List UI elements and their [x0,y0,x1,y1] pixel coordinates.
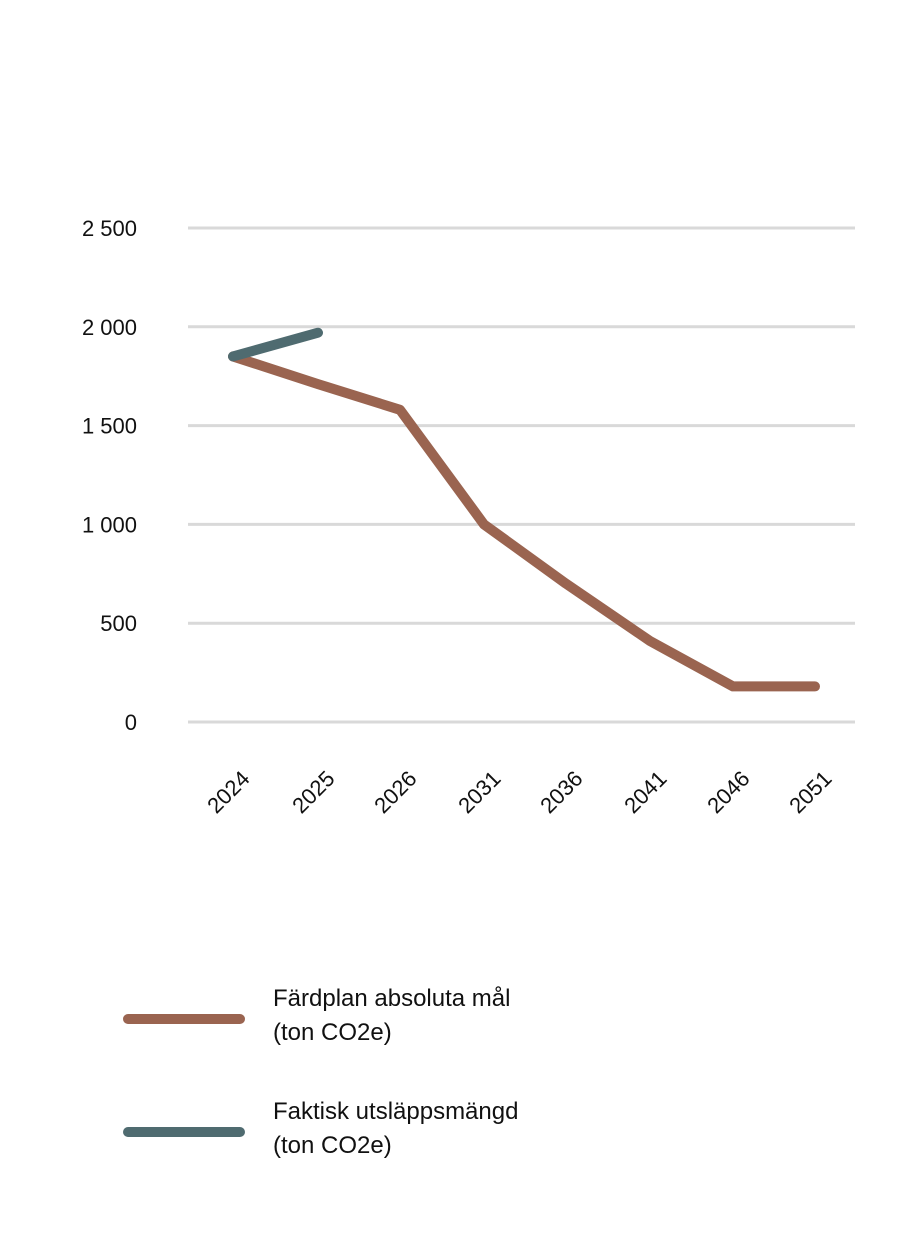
legend-name-actual: Faktisk utsläppsmängd [273,1098,519,1125]
x-axis-ticks: 2024 2025 2026 2031 2036 2041 2046 2051 [202,766,836,818]
x-tick-label-2024: 2024 [202,766,254,818]
line-chart: 0 500 1 000 1 500 2 000 2 500 2024 2025 2026 203… [82,216,855,818]
legend-label-actual: Faktisk utsläppsmängd (ton CO2e) [273,1095,773,1163]
y-axis-ticks: 0 500 1 000 1 500 2 000 2 500 [82,216,137,735]
legend-unit-target: (ton CO2e) [273,1019,392,1046]
y-tick-label-2000: 2 000 [82,315,137,340]
legend-unit-actual: (ton CO2e) [273,1132,392,1159]
x-tick-label-2031: 2031 [453,766,505,818]
legend-item-target: Färdplan absoluta mål (ton CO2e) [0,982,908,1072]
y-tick-label-500: 500 [100,611,137,636]
y-tick-label-1000: 1 000 [82,512,137,537]
series-line-0 [228,351,820,692]
x-tick-label-2041: 2041 [619,766,671,818]
legend-item-actual: Faktisk utsläppsmängd (ton CO2e) [0,1095,908,1185]
legend-swatch-target [123,1014,245,1024]
x-tick-label-2046: 2046 [702,766,754,818]
legend: Färdplan absoluta mål (ton CO2e) Faktisk… [0,960,908,1220]
x-tick-label-2026: 2026 [369,766,421,818]
gridlines [188,226,855,724]
legend-swatch-actual [123,1127,245,1137]
y-tick-label-1500: 1 500 [82,414,137,439]
x-tick-label-2025: 2025 [287,766,339,818]
legend-name-target: Färdplan absoluta mål [273,985,511,1012]
y-tick-label-0: 0 [125,710,137,735]
x-tick-label-2051: 2051 [784,766,836,818]
x-tick-label-2036: 2036 [535,766,587,818]
legend-label-target: Färdplan absoluta mål (ton CO2e) [273,982,773,1050]
series-lines [228,327,820,692]
y-tick-label-2500: 2 500 [82,216,137,241]
series-line-1 [228,327,323,362]
